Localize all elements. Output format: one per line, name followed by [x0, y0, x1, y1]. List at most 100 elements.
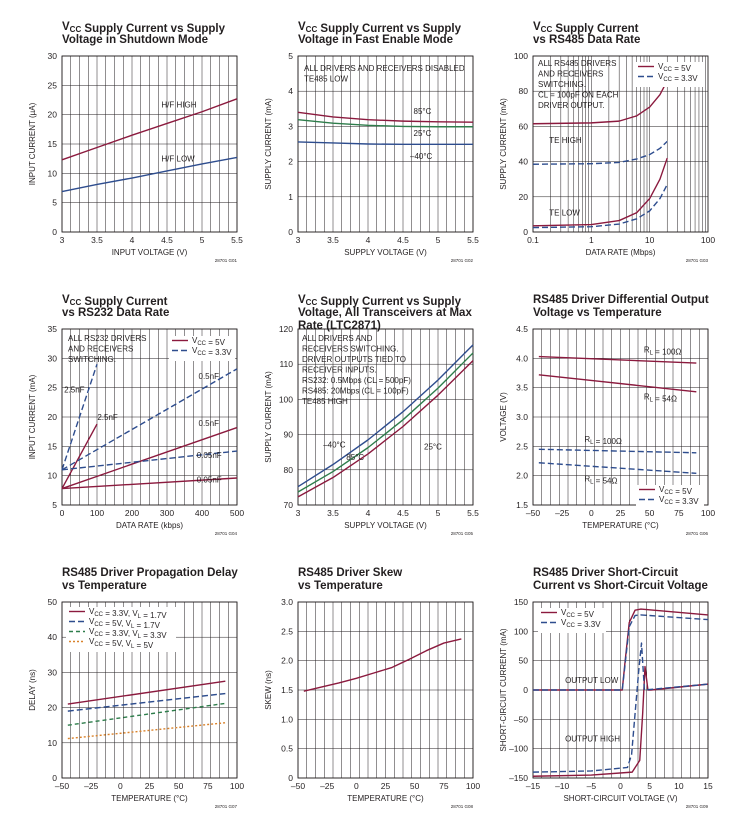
y-tick-label: 70	[284, 500, 294, 510]
y-axis-label: DELAY (ns)	[28, 669, 37, 711]
x-tick-label: 3	[296, 235, 301, 245]
curve-label: 0.05nF	[197, 476, 222, 485]
x-tick-label: 4.5	[161, 235, 173, 245]
chart-note: AND RECEIVERS	[538, 70, 603, 79]
y-tick-label: 100	[279, 394, 293, 404]
x-tick-label: –50	[291, 781, 305, 791]
chart-title: RS485 Driver Skew	[298, 567, 402, 579]
chart-title: vs RS485 Data Rate	[533, 34, 640, 46]
y-tick-label: 30	[48, 667, 58, 677]
x-tick-label: 200	[125, 508, 139, 518]
series-line: 0.05nF 3.3V	[61, 450, 238, 471]
x-tick-label: –50	[55, 781, 69, 791]
chart-note: DRIVER OUTPUT.	[538, 101, 605, 110]
y-tick-label: –150	[509, 773, 528, 783]
x-tick-label: 5	[436, 508, 441, 518]
curve-label: H/F HIGH	[161, 101, 196, 110]
chart-note: RECEIVER INPUTS.	[302, 366, 377, 375]
series-line: 2.5nF 5V	[61, 423, 98, 489]
plot-frame	[297, 328, 474, 506]
series-line: RL=100Ω 5V	[538, 355, 697, 364]
series-line: 85°C	[297, 111, 474, 123]
curve-label: 25°C	[414, 129, 432, 138]
chart-title: VCC Supply Current vs Supply	[62, 21, 226, 35]
x-axis-label: SHORT-CIRCUIT VOLTAGE (V)	[563, 794, 677, 803]
x-tick-label: 500	[230, 508, 244, 518]
series-line: 0.5nF 3.3V	[61, 368, 238, 471]
y-tick-label: 10	[48, 471, 58, 481]
chart-note: ALL RS485 DRIVERS	[538, 59, 616, 68]
chart-title: VCC Supply Current	[62, 294, 168, 308]
chart-note: TE485 HIGH	[302, 397, 348, 406]
figure-id: 28701 G05	[451, 531, 474, 536]
y-tick-label: 30	[48, 353, 58, 363]
x-tick-label: 100	[701, 508, 715, 518]
chart-note: RS485: 20Mbps (CL = 100pF)	[302, 387, 409, 396]
series-line: V_CC = 3.3V, V_L = 1.7V	[67, 680, 226, 705]
x-axis-label: SUPPLY VOLTAGE (V)	[344, 521, 427, 530]
y-axis-label: VOLTAGE (V)	[499, 392, 508, 442]
x-tick-label: –25	[320, 781, 334, 791]
chart-title: VCC Supply Current vs Supply	[298, 21, 462, 35]
y-tick-label: 4.5	[516, 324, 528, 334]
y-tick-label: 4	[288, 86, 293, 96]
y-axis-label: SUPPLY CURRENT (mA)	[499, 98, 508, 190]
y-tick-label: 5	[52, 500, 57, 510]
legend-label: VCC = 3.3V	[561, 618, 601, 629]
x-tick-label: –50	[526, 508, 540, 518]
x-tick-label: –10	[555, 781, 569, 791]
series-line: V_CC = 3.3V, V_L = 3.3V	[67, 702, 226, 726]
grid	[61, 55, 238, 233]
legend-label: VCC = 5V, VL = 5V	[89, 637, 154, 650]
chart-note: AND RECEIVERS	[68, 345, 133, 354]
y-tick-label: 20	[519, 192, 529, 202]
y-tick-label: 100	[514, 51, 528, 61]
y-tick-label: 4.0	[516, 353, 528, 363]
y-tick-label: 40	[48, 632, 58, 642]
chart-title: RS485 Driver Propagation Delay	[62, 567, 238, 579]
y-tick-label: 90	[284, 430, 294, 440]
chart-title: Voltage vs Temperature	[533, 307, 662, 319]
grid	[297, 601, 474, 779]
y-tick-label: 10	[48, 168, 58, 178]
x-tick-label: 0.1	[527, 235, 539, 245]
series-line: TE LOW 3.3V	[532, 184, 668, 229]
series-line: V_CC = 5V, V_L = 5V	[67, 722, 226, 740]
y-tick-label: 3	[288, 121, 293, 131]
x-axis-label: TEMPERATURE (°C)	[111, 794, 188, 803]
y-tick-label: 120	[279, 324, 293, 334]
y-tick-label: 25	[48, 80, 58, 90]
x-tick-label: 3	[60, 235, 65, 245]
chart-note: ALL RS232 DRIVERS	[68, 334, 146, 343]
y-tick-label: 0	[52, 227, 57, 237]
y-tick-label: 20	[48, 412, 58, 422]
legend-label: VCC = 3.3V	[192, 346, 232, 357]
legend-label: VCC = 3.3V	[658, 72, 698, 83]
curve-label: 2.5nF	[64, 385, 85, 394]
y-tick-label: 0	[288, 227, 293, 237]
y-tick-label: –50	[514, 714, 528, 724]
y-tick-label: 0	[523, 685, 528, 695]
y-axis-label: SUPPLY CURRENT (mA)	[264, 98, 273, 190]
curve-label: H/F LOW	[161, 155, 195, 164]
x-axis-label: TEMPERATURE (°C)	[582, 521, 659, 530]
chart-title: vs RS232 Data Rate	[62, 307, 169, 319]
series-line: RL=100Ω 3.3V	[538, 448, 697, 454]
y-tick-label: 60	[519, 121, 529, 131]
series-line: -40°C	[297, 141, 473, 146]
series-line: Skew	[303, 638, 462, 692]
x-tick-label: 4	[130, 235, 135, 245]
curve-label: 0.5nF	[199, 419, 220, 428]
y-axis-label: SUPPLY CURRENT (mA)	[264, 371, 273, 463]
figure-id: 28701 G07	[215, 804, 238, 809]
x-tick-label: –25	[84, 781, 98, 791]
x-tick-label: 0	[60, 508, 65, 518]
y-tick-label: 2.5	[516, 441, 528, 451]
y-tick-label: 20	[48, 703, 58, 713]
x-axis-label: TEMPERATURE (°C)	[347, 794, 424, 803]
y-tick-label: 0	[523, 227, 528, 237]
y-tick-label: 3.5	[516, 383, 528, 393]
